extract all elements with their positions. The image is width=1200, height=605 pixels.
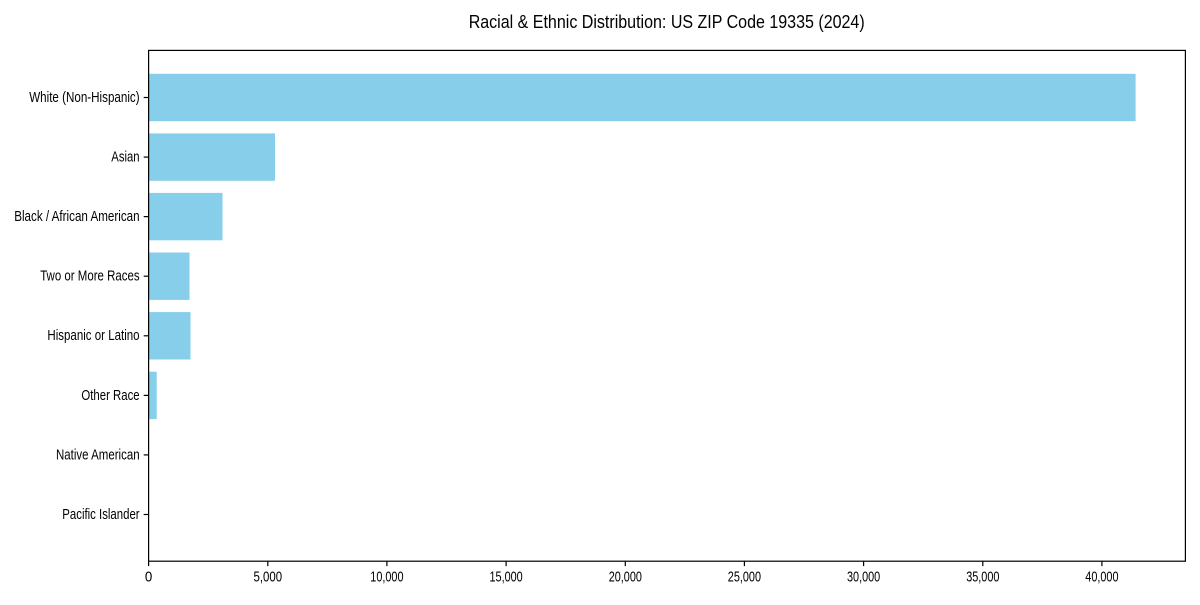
svg-text:Native American: Native American	[56, 447, 140, 463]
svg-text:30,000: 30,000	[847, 569, 880, 585]
svg-text:25,000: 25,000	[728, 569, 761, 585]
svg-text:10,000: 10,000	[370, 569, 403, 585]
svg-text:15,000: 15,000	[490, 569, 523, 585]
svg-text:20,000: 20,000	[609, 569, 642, 585]
svg-text:White (Non-Hispanic): White (Non-Hispanic)	[29, 90, 139, 106]
svg-text:Two or More Races: Two or More Races	[40, 269, 139, 285]
svg-text:Black / African American: Black / African American	[14, 209, 139, 225]
svg-text:Other Race: Other Race	[81, 388, 139, 404]
svg-text:Asian: Asian	[111, 150, 139, 166]
svg-text:35,000: 35,000	[966, 569, 999, 585]
svg-text:40,000: 40,000	[1085, 569, 1118, 585]
svg-text:Pacific Islander: Pacific Islander	[62, 507, 139, 523]
svg-text:0: 0	[145, 569, 152, 585]
svg-text:5,000: 5,000	[254, 569, 283, 585]
svg-text:Racial & Ethnic Distribution:: Racial & Ethnic Distribution: US ZIP Cod…	[469, 11, 865, 32]
svg-text:Hispanic or Latino: Hispanic or Latino	[47, 328, 139, 344]
